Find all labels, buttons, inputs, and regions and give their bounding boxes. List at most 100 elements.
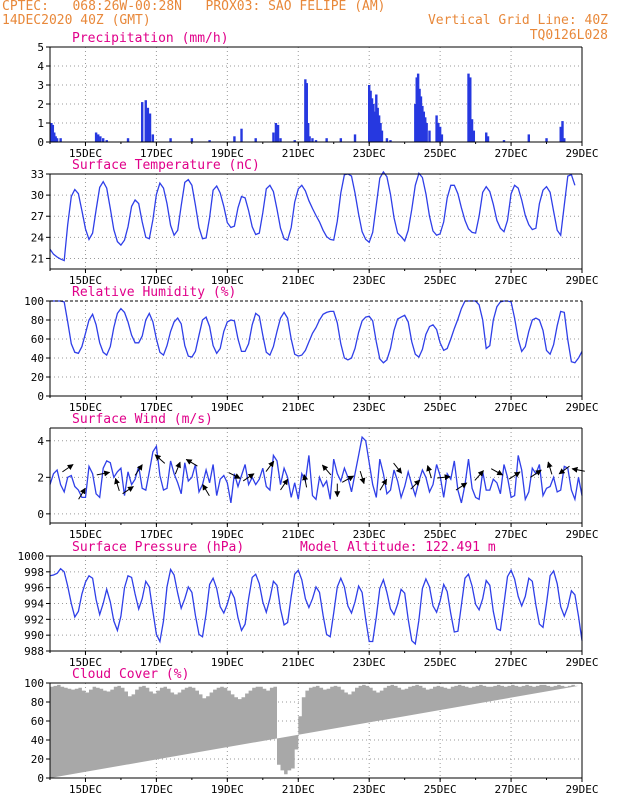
temp-xtick-label: 23DEC xyxy=(353,274,386,287)
temp-xtick-label: 15DEC xyxy=(69,274,102,287)
precip-bar xyxy=(561,121,564,142)
precip-bar xyxy=(472,130,476,142)
temp-xtick-label: 29DEC xyxy=(565,274,598,287)
pressure-xtick-label: 19DEC xyxy=(211,656,244,669)
precip-bar xyxy=(545,138,548,142)
rh-ytick-label: 80 xyxy=(31,314,44,327)
precip-bar xyxy=(425,123,428,142)
precip-bar xyxy=(437,123,440,142)
wind-arrow xyxy=(546,461,553,475)
pressure-xtick-label: 27DEC xyxy=(495,656,528,669)
wind-xtick-label: 25DEC xyxy=(424,528,457,541)
precip-bar xyxy=(306,123,310,142)
wind-arrow xyxy=(322,464,332,476)
cloud-xtick-label: 21DEC xyxy=(282,783,315,796)
precip-bar xyxy=(59,138,62,142)
temp-xtick-label: 17DEC xyxy=(140,274,173,287)
wind-arrow xyxy=(228,472,241,479)
rh-ytick-label: 0 xyxy=(37,390,44,403)
precip-bar xyxy=(368,85,371,142)
cloud-xtick-label: 19DEC xyxy=(211,783,244,796)
precip-bar xyxy=(304,79,307,142)
rh-xtick-label: 19DEC xyxy=(211,401,244,414)
rh-xtick-label: 27DEC xyxy=(495,401,528,414)
precip-bar xyxy=(414,104,417,142)
precip-bar xyxy=(470,119,474,142)
rh-xtick-label: 25DEC xyxy=(424,401,457,414)
cloud-title: Cloud Cover (%) xyxy=(72,667,189,682)
wind-arrow xyxy=(134,464,143,476)
precip-bar xyxy=(418,88,421,142)
pressure-xtick-label: 15DEC xyxy=(69,656,102,669)
wind-xtick-label: 23DEC xyxy=(353,528,386,541)
precip-bar xyxy=(54,136,57,142)
precip-bar xyxy=(240,128,243,142)
wind-arrow xyxy=(359,470,366,485)
precip-bar xyxy=(208,140,211,142)
precip-bar xyxy=(563,138,566,142)
wind-arrow xyxy=(96,470,111,477)
precip-bar xyxy=(169,138,172,142)
rh-title: Relative Humidity (%) xyxy=(72,285,236,300)
precip-ytick-label: 1 xyxy=(37,117,44,130)
wind-series-line xyxy=(49,435,583,504)
precip-xtick-label: 19DEC xyxy=(211,147,244,160)
precip-bar xyxy=(485,132,488,142)
pressure-xtick-label: 17DEC xyxy=(140,656,173,669)
precip-bar xyxy=(377,115,381,142)
precip-bar xyxy=(372,104,375,142)
precip-bar xyxy=(467,73,470,142)
rh-ytick-label: 60 xyxy=(31,333,44,346)
temp-xtick-label: 27DEC xyxy=(495,274,528,287)
wind-arrow xyxy=(508,471,521,480)
wind-xtick-label: 19DEC xyxy=(211,528,244,541)
rh-ytick-label: 20 xyxy=(31,371,44,384)
cloud-area xyxy=(50,684,579,778)
pressure-ytick-label: 1000 xyxy=(18,550,45,563)
precip-bar xyxy=(254,138,257,142)
header-location: CPTEC: 068:26W-00:28N PROX03: SAO FELIPE… xyxy=(2,0,386,14)
wind-arrow xyxy=(455,482,468,491)
wind-arrow xyxy=(393,462,402,474)
cloud-xtick-label: 25DEC xyxy=(424,783,457,796)
precip-xtick-label: 21DEC xyxy=(282,147,315,160)
precip-bar xyxy=(527,134,530,142)
precip-bar xyxy=(53,132,56,142)
precip-bar xyxy=(385,138,389,142)
temp-ytick-label: 33 xyxy=(31,168,44,181)
rh-ytick-label: 100 xyxy=(24,295,44,308)
precip-bar xyxy=(314,140,318,142)
wind-arrow xyxy=(122,486,134,495)
pressure-series-line xyxy=(49,567,583,646)
precip-bar xyxy=(375,94,378,142)
precip-xtick-label: 27DEC xyxy=(495,147,528,160)
pressure-ytick-label: 994 xyxy=(24,598,44,611)
precip-bar xyxy=(105,140,108,142)
wind-arrow xyxy=(437,474,451,481)
temp-series-line xyxy=(49,170,576,262)
precip-bar xyxy=(51,124,55,142)
header-run-date: 14DEC2020 40Z (GMT) xyxy=(2,13,151,28)
precip-xtick-label: 23DEC xyxy=(353,147,386,160)
precip-bar xyxy=(148,113,152,142)
wind-xtick-label: 21DEC xyxy=(282,528,315,541)
wind-arrow xyxy=(280,478,289,491)
wind-xtick-label: 15DEC xyxy=(69,528,102,541)
precip-bar xyxy=(272,132,275,142)
precip-bar xyxy=(146,107,150,142)
rh-xtick-label: 15DEC xyxy=(69,401,102,414)
precip-bar xyxy=(559,126,562,142)
precip-ytick-label: 2 xyxy=(37,98,44,111)
wind-arrow xyxy=(242,473,255,482)
pressure-ytick-label: 992 xyxy=(24,613,44,626)
pressure-xtick-label: 25DEC xyxy=(424,656,457,669)
wind-xtick-label: 27DEC xyxy=(495,528,528,541)
pressure-annotation: Model Altitude: 122.491 m xyxy=(300,540,496,555)
precip-bar xyxy=(141,102,144,142)
pressure-xtick-label: 29DEC xyxy=(565,656,598,669)
pressure-ytick-label: 988 xyxy=(24,645,44,658)
precip-bar xyxy=(389,140,392,142)
cloud-ytick-label: 100 xyxy=(24,677,44,690)
precip-bar xyxy=(311,138,314,142)
rh-xtick-label: 21DEC xyxy=(282,401,315,414)
